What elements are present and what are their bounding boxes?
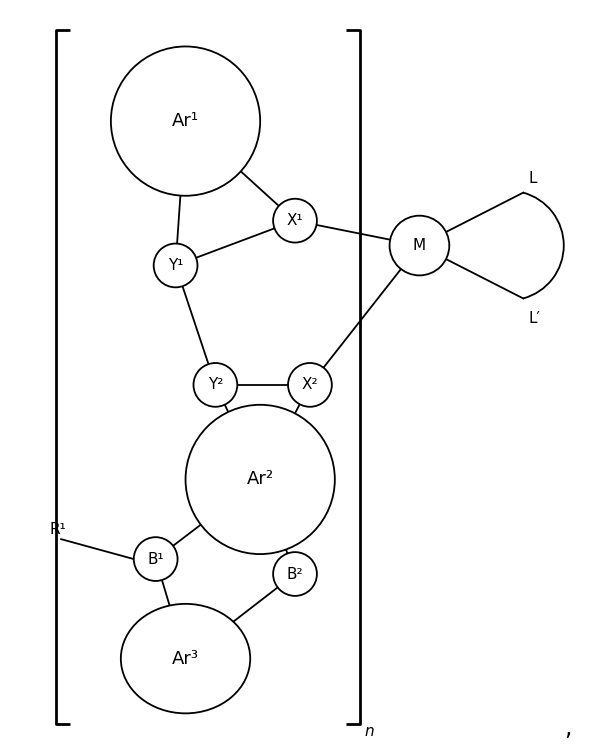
Text: Y¹: Y¹ xyxy=(168,258,183,273)
Ellipse shape xyxy=(121,604,250,713)
Text: L: L xyxy=(529,172,537,187)
Text: L′: L′ xyxy=(529,311,541,326)
Text: R¹: R¹ xyxy=(49,522,66,537)
Circle shape xyxy=(153,243,198,288)
Circle shape xyxy=(390,216,450,276)
Text: Ar¹: Ar¹ xyxy=(172,112,199,130)
Circle shape xyxy=(273,198,317,243)
Ellipse shape xyxy=(111,46,260,195)
Ellipse shape xyxy=(186,404,335,554)
Text: X¹: X¹ xyxy=(287,213,303,228)
Text: Ar³: Ar³ xyxy=(172,649,199,667)
Text: Ar²: Ar² xyxy=(247,470,274,488)
Text: n: n xyxy=(365,724,374,739)
Circle shape xyxy=(134,537,177,581)
Circle shape xyxy=(288,363,332,407)
Text: B²: B² xyxy=(287,566,303,581)
Circle shape xyxy=(273,552,317,596)
Text: ,: , xyxy=(564,716,571,740)
Text: Y²: Y² xyxy=(208,377,223,392)
Text: B¹: B¹ xyxy=(147,551,164,566)
Circle shape xyxy=(193,363,237,407)
Text: M: M xyxy=(413,238,426,253)
Text: X²: X² xyxy=(301,377,318,392)
